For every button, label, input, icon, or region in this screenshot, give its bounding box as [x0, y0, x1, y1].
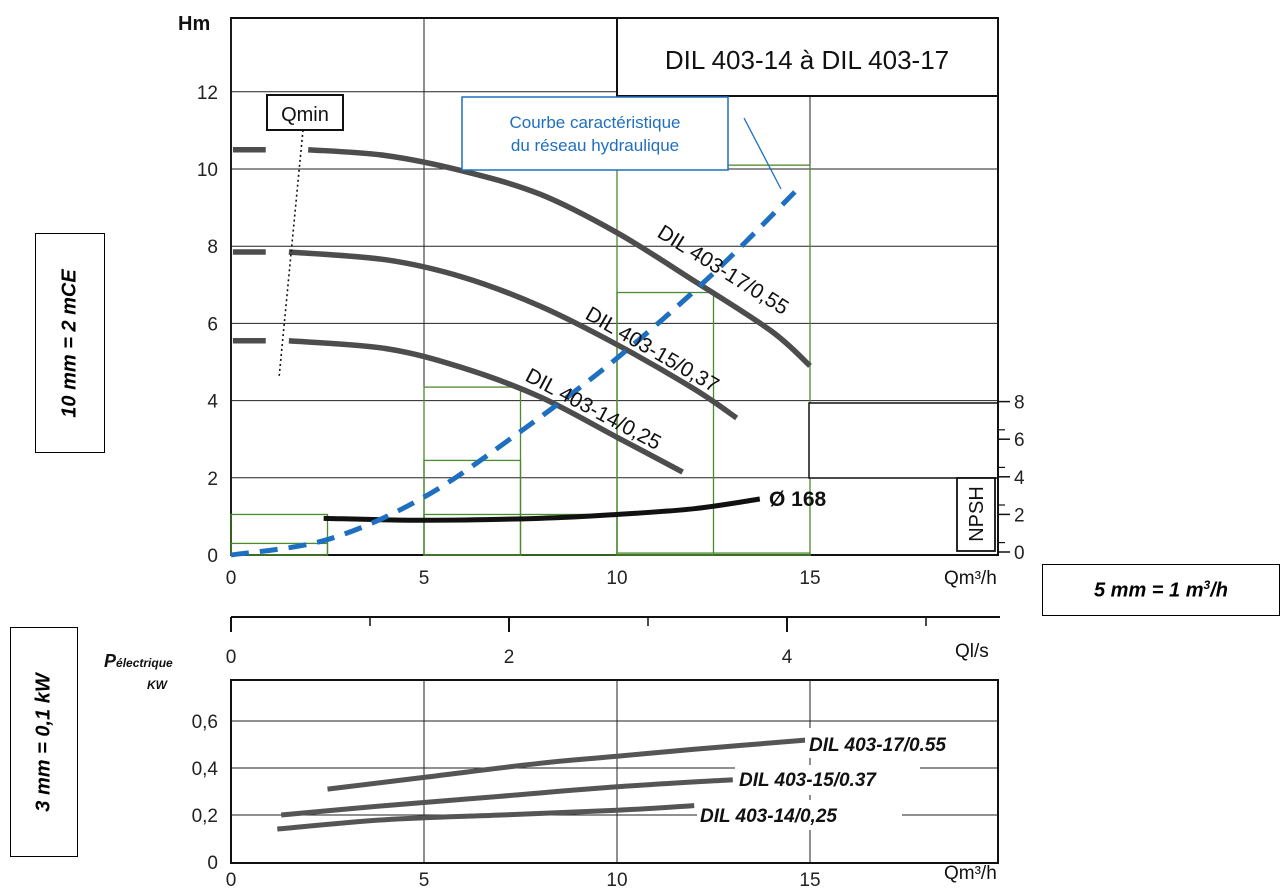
head-tick-labels: 0 2 4 6 8 10 12 0 5 10 15	[197, 83, 821, 589]
y-tick-10: 10	[197, 160, 218, 181]
network-callout-line1: Courbe caractéristique	[509, 113, 680, 132]
power-scale-note: 3 mm = 0,1 kW	[32, 672, 55, 812]
npsh-tick-label-2: 2	[1014, 505, 1025, 526]
y-tick-4: 4	[207, 392, 218, 413]
power-y-tick-0,6: 0,6	[192, 712, 218, 733]
guide-box-7	[616, 552, 811, 556]
flow-ls-axis-label: Ql/s	[955, 641, 989, 662]
power-y-axis-unit: KW	[147, 678, 169, 692]
power-x-tick-0: 0	[226, 870, 237, 891]
series-line-3	[323, 496, 761, 523]
series-line-1	[288, 249, 739, 421]
power-scale-box: 3 mm = 0,1 kW	[10, 627, 78, 857]
power-label-bg-1	[805, 728, 985, 758]
npsh-label-box	[956, 477, 996, 552]
power-y-tick-0,2: 0,2	[192, 806, 218, 827]
power-tick-labels: 0 0,2 0,4 0,6 0 5 10 15	[192, 712, 821, 891]
vertical-scale-note: 10 mm = 2 mCE	[58, 268, 81, 418]
npsh-tick-label-4: 4	[1014, 468, 1025, 489]
npsh-tick-label-0: 0	[1014, 543, 1025, 564]
curve-label-impeller: Ø 168	[769, 488, 827, 511]
qmin-box	[266, 94, 344, 131]
x-tick-5: 5	[419, 568, 430, 589]
y-tick-2: 2	[207, 469, 218, 490]
y-tick-12: 12	[197, 83, 218, 104]
power-x-tick-10: 10	[606, 870, 627, 891]
flow-scale-note: 5 mm = 1 m3/h	[1094, 577, 1228, 602]
npsh-tick-label-8: 8	[1014, 393, 1025, 414]
x-tick-10: 10	[606, 568, 627, 589]
power-y-tick-0: 0	[207, 853, 218, 874]
ls-tick-label-4: 4	[782, 647, 793, 668]
power-series	[277, 737, 811, 832]
qmin-pointer	[278, 129, 304, 379]
power-x-tick-15: 15	[799, 870, 820, 891]
power-series-line-1	[280, 777, 733, 818]
power-label-dil-403-15: DIL 403-15/0.37	[739, 770, 877, 791]
y-tick-0: 0	[207, 546, 218, 567]
y-tick-8: 8	[207, 237, 218, 258]
vertical-scale-box: 10 mm = 2 mCE	[35, 233, 105, 453]
npsh-axis: 0 2 4 6 8	[997, 393, 1025, 564]
flow-scale-box: 5 mm = 1 m3/h	[1042, 564, 1280, 616]
y-tick-6: 6	[207, 314, 218, 335]
chart-title: DIL 403-14 à DIL 403-17	[665, 45, 949, 75]
power-label-dil-403-17: DIL 403-17/0.55	[809, 735, 946, 756]
flow-ls-axis: Ql/s 0 2 4	[226, 616, 1000, 668]
x-tick-0: 0	[226, 568, 237, 589]
npsh-label: NPSH	[966, 486, 988, 542]
power-label-dil-403-14: DIL 403-14/0,25	[700, 806, 837, 827]
power-panel: 0 0,2 0,4 0,6 0 5 10 15 DIL 403-17/0.55 DIL 403…	[104, 651, 999, 891]
power-label-bg-2	[735, 765, 920, 795]
guide-box-6	[423, 513, 618, 556]
power-label-bg-3	[697, 800, 902, 830]
power-x-axis-label: Qm³/h	[944, 863, 997, 884]
ls-tick-label-0: 0	[226, 647, 237, 668]
x-axis-label-qm3h: Qm³/h	[944, 568, 997, 589]
power-y-axis-label: Pélectrique	[104, 651, 173, 671]
network-curve-callout	[461, 96, 729, 171]
title-box	[616, 17, 999, 97]
series-line-2	[288, 338, 684, 475]
power-series-line-2	[277, 803, 695, 832]
x-tick-15: 15	[799, 568, 820, 589]
power-x-tick-5: 5	[419, 870, 430, 891]
power-y-tick-0,4: 0,4	[192, 759, 219, 780]
network-callout-line2: du réseau hydraulique	[511, 136, 679, 155]
guide-box-1	[230, 542, 329, 556]
y-axis-label-hm: Hm	[178, 13, 210, 35]
npsh-tick-label-6: 6	[1014, 430, 1025, 451]
head-series	[230, 146, 812, 558]
series-line-4	[230, 182, 805, 558]
network-callout-pointer	[743, 117, 782, 190]
power-series-line-0	[327, 737, 811, 792]
series-line-0	[307, 146, 812, 368]
npsh-blank-box	[808, 402, 999, 479]
qmin-label: Qmin	[281, 104, 329, 126]
ls-tick-label-2: 2	[504, 647, 515, 668]
